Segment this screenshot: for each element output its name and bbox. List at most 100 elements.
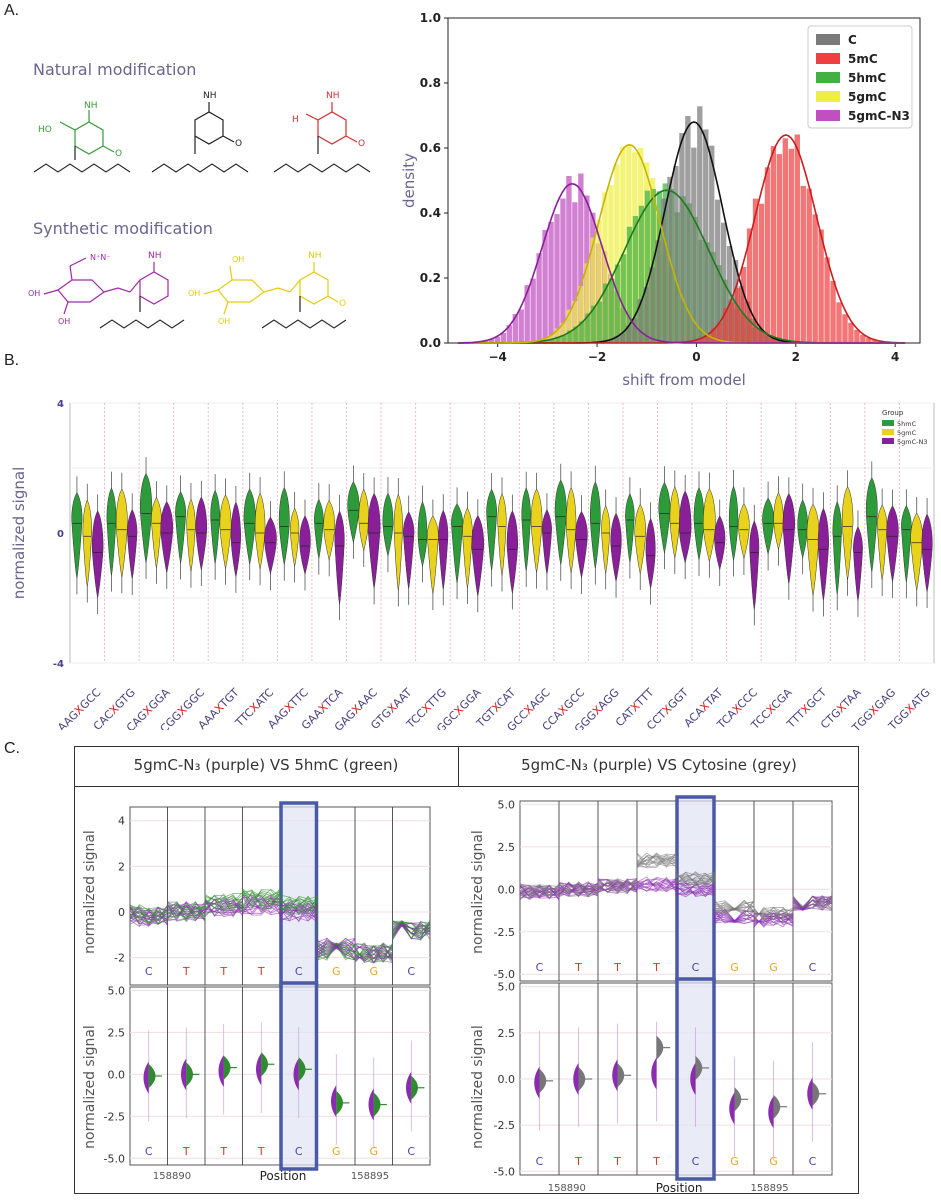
o-label: O [235,139,242,149]
o-label: O [358,139,365,149]
y-tick-label: 2.5 [108,1026,126,1039]
hist-bar [806,188,812,343]
legend-swatch [816,53,840,64]
violin-5gmc [841,486,854,580]
hist-bar [637,299,643,343]
structure-5gmc [203,262,339,315]
hist-bar [578,173,584,343]
hist-bar [530,278,536,343]
y-axis-label: normalized signal [470,1025,486,1149]
legend-label: 5hmC [897,420,917,428]
hist-bar [597,301,603,343]
base-label: T [613,961,621,974]
backbone-5mc [273,163,371,173]
hist-bar [602,192,608,343]
legend-swatch [882,429,894,435]
violin-5gmc-n3 [403,511,415,589]
base-label: T [257,1145,265,1158]
x-tick-label: −4 [488,350,506,364]
y-tick-label: 4 [118,815,125,828]
legend-label: 5gmC [897,429,917,437]
legend-swatch [816,110,840,121]
hist-bar [788,148,794,343]
legend-label: 5gmC-N3 [897,438,927,446]
legend-swatch [816,72,840,83]
violin-5hmc [278,487,290,565]
hist-bar [524,285,530,343]
nh2-label: NH [308,251,322,261]
y-tick-label: -2 [114,952,125,965]
violin-5hmc [554,479,567,565]
hist-bar [614,164,620,343]
y-axis-label: normalized signal [470,830,486,954]
hist-bar [608,185,614,343]
nh2-label: NH [84,101,98,111]
hist-bar [613,336,620,343]
panel-b-letter: B. [4,352,20,369]
hist-bar [482,340,489,343]
y-tick-label: 0.2 [420,271,441,285]
violin-5gmc-n3 [438,509,449,590]
violin-5gmc [702,488,716,562]
hist-bar [542,229,548,343]
base-label: G [332,965,341,978]
hist-bar [584,263,590,343]
y-tick-label: 0.0 [498,1073,516,1086]
hist-bar [620,146,626,343]
violin-5gmc [462,507,473,588]
violin-5gmc-n3 [645,517,656,589]
y-tick-label: 4 [57,399,64,410]
base-label: G [730,1155,739,1168]
violin-5gmc [634,503,647,574]
x-tick-label: −2 [588,350,606,364]
base-label: C [407,1145,415,1158]
base-label: C [407,965,415,978]
legend-swatch [816,34,840,45]
violin-5gmc [323,499,336,561]
legend-swatch [882,420,894,426]
base-label: C [809,961,817,974]
violin-5gmc [738,503,750,559]
hist-bar [836,302,842,343]
legend-label: 5hmC [848,71,886,85]
y-tick-label: 0 [57,529,64,540]
violin-purple [181,1058,187,1091]
base-label: T [219,965,227,978]
hist-bar [711,328,717,343]
hist-bar [620,254,627,343]
violin-5gmc-n3 [853,526,863,601]
nh2-label: NH [148,251,162,261]
hist-bar [673,165,679,343]
signal-trace [519,852,833,917]
violin-5hmc [901,505,912,582]
y-tick-label: 5.0 [498,981,516,994]
hist-bar [740,267,747,343]
x-tick-label: 2 [792,350,800,364]
violin-5gmc [186,498,196,572]
signal-trace [129,896,431,960]
hist-bar [703,129,709,343]
violin-purple [218,1054,224,1087]
hist-bar [625,325,631,343]
violin-5gmc [601,505,611,574]
base-label: C [536,1155,544,1168]
legend-label: 5gmC [848,90,886,104]
hist-bar [854,329,860,343]
hist-bar [699,337,705,343]
base-label: C [145,1145,153,1158]
nh2-label: NH [326,91,340,101]
y-tick-label: 0.0 [108,1068,126,1081]
hist-bar [764,167,771,343]
h3c-label: H [292,115,299,125]
x-tick-label: 158890 [548,1183,586,1194]
violin-5gmc [82,499,92,587]
hist-bar [543,340,549,343]
base-label: T [219,1145,227,1158]
base-label: C [536,961,544,974]
violin-5hmc [417,501,428,567]
base-label: T [574,961,582,974]
violin-5hmc [625,493,635,563]
hist-bar [555,336,561,343]
y-tick-label: 5.0 [498,798,516,811]
y-tick-label: 0.6 [420,141,441,155]
